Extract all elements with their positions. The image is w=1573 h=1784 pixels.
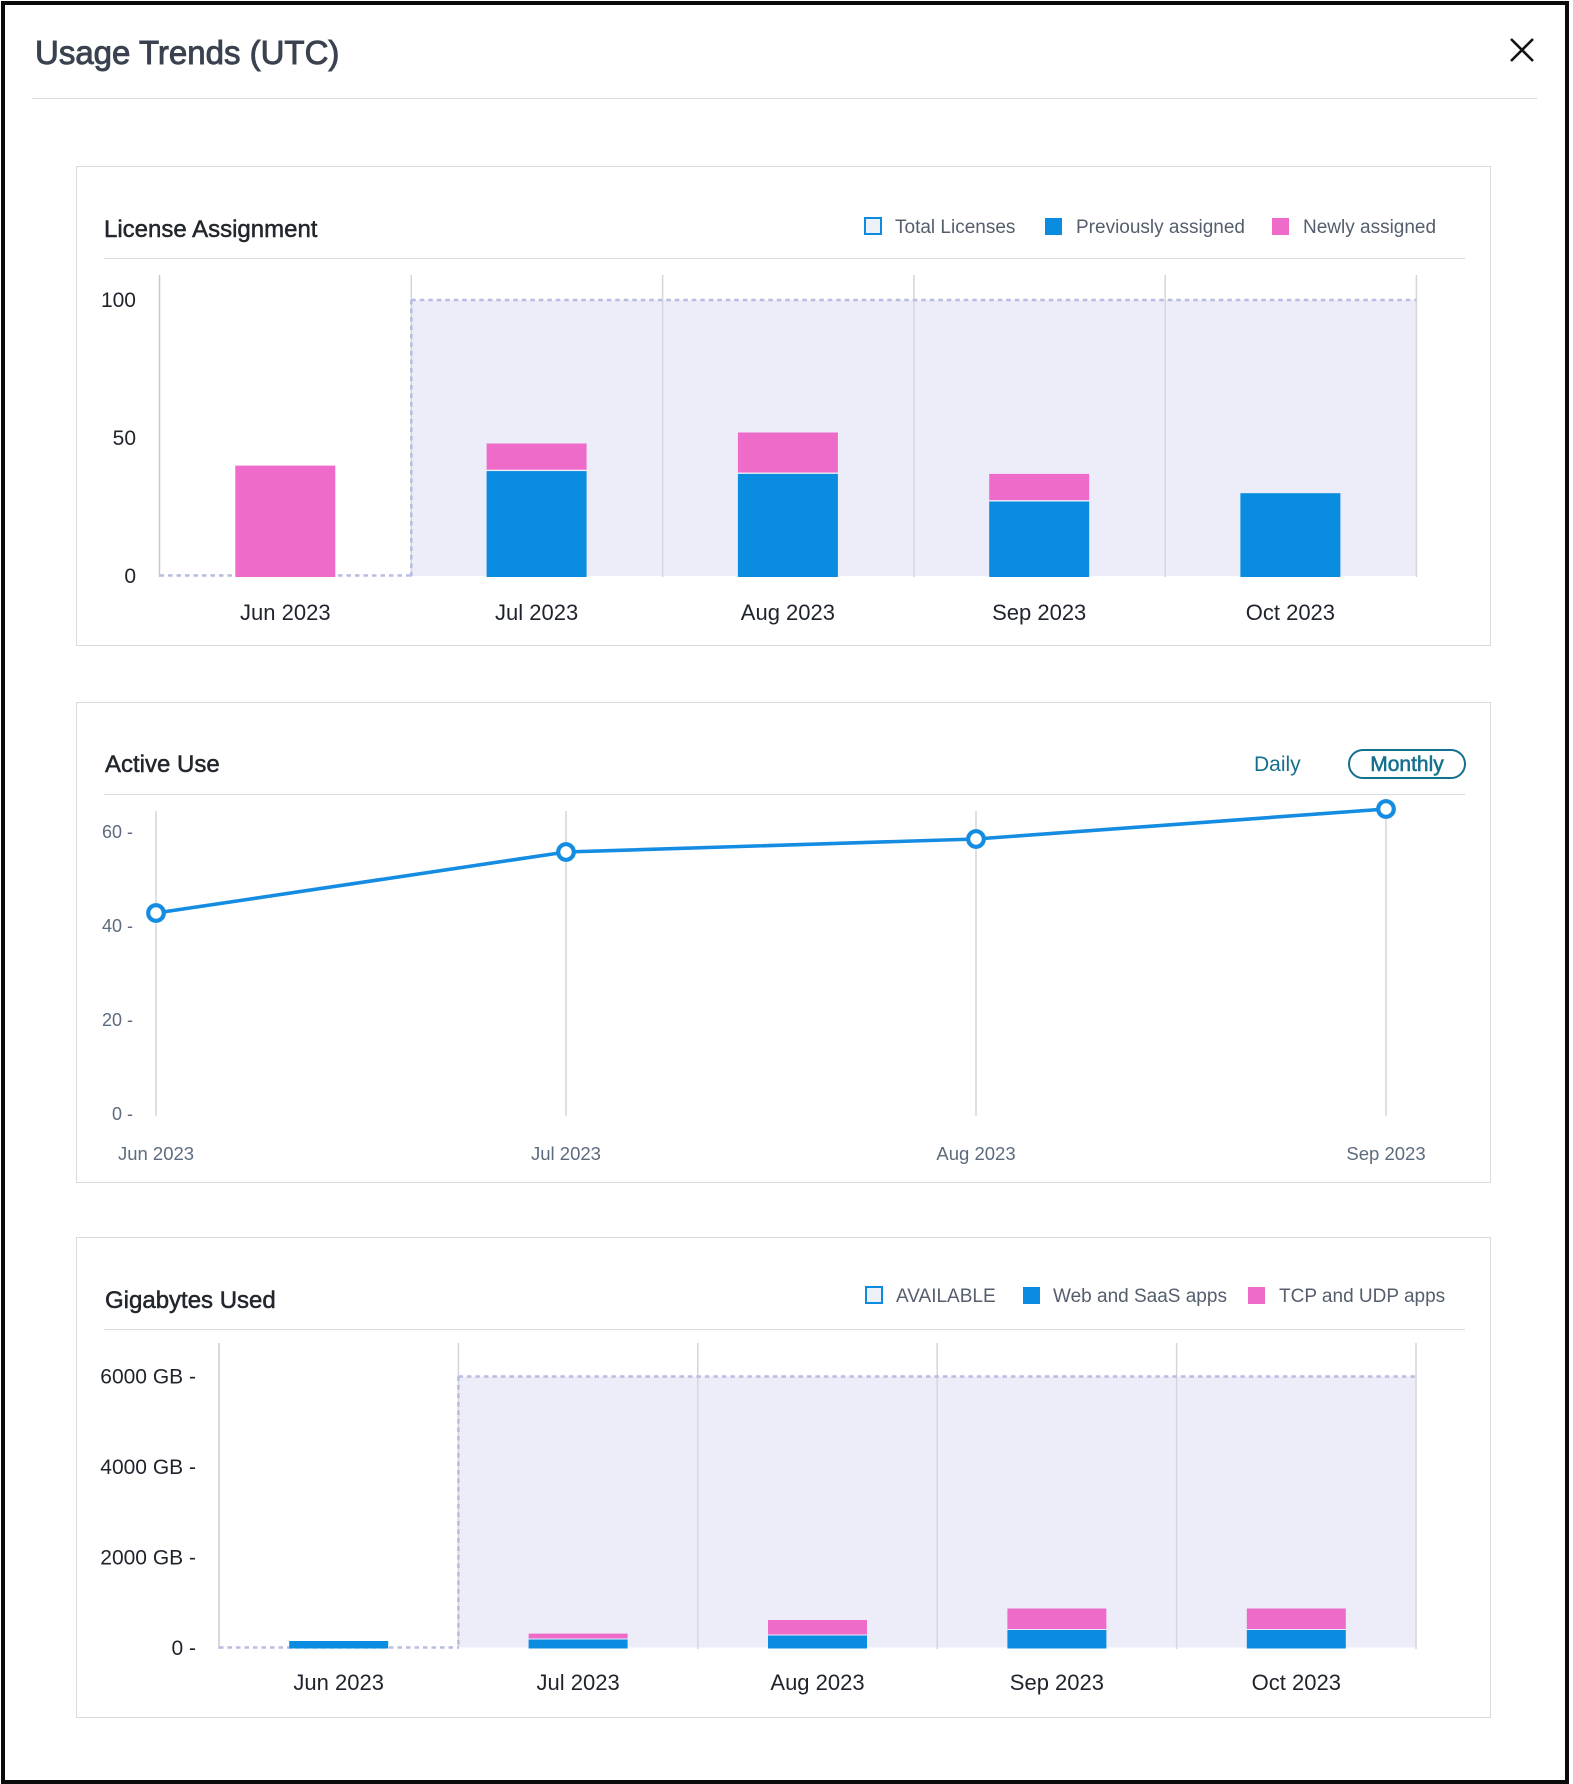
svg-text:60 -: 60 - bbox=[102, 822, 133, 842]
svg-text:Aug 2023: Aug 2023 bbox=[770, 1670, 864, 1695]
svg-text:0: 0 bbox=[124, 565, 136, 588]
svg-text:40 -: 40 - bbox=[102, 916, 133, 936]
svg-text:Total Licenses: Total Licenses bbox=[895, 217, 1015, 238]
svg-text:License Assignment: License Assignment bbox=[104, 216, 318, 243]
svg-text:6000 GB -: 6000 GB - bbox=[100, 1366, 196, 1389]
svg-text:Jul 2023: Jul 2023 bbox=[537, 1670, 620, 1695]
svg-text:100: 100 bbox=[101, 289, 136, 312]
svg-text:0 -: 0 - bbox=[171, 1637, 196, 1660]
svg-text:Jun 2023: Jun 2023 bbox=[293, 1670, 384, 1695]
svg-text:Aug 2023: Aug 2023 bbox=[741, 600, 835, 625]
svg-text:Sep 2023: Sep 2023 bbox=[1010, 1670, 1104, 1695]
svg-text:AVAILABLE: AVAILABLE bbox=[896, 1286, 996, 1307]
svg-text:Gigabytes Used: Gigabytes Used bbox=[105, 1287, 276, 1314]
svg-text:TCP and UDP apps: TCP and UDP apps bbox=[1279, 1286, 1445, 1307]
svg-text:Oct 2023: Oct 2023 bbox=[1246, 600, 1335, 625]
svg-text:Sep 2023: Sep 2023 bbox=[1346, 1143, 1425, 1164]
svg-text:20 -: 20 - bbox=[102, 1010, 133, 1030]
svg-text:4000 GB -: 4000 GB - bbox=[100, 1456, 196, 1479]
svg-text:Active Use: Active Use bbox=[105, 751, 220, 778]
svg-text:Newly assigned: Newly assigned bbox=[1303, 217, 1436, 238]
svg-text:0 -: 0 - bbox=[112, 1104, 133, 1124]
svg-text:Jun 2023: Jun 2023 bbox=[240, 600, 331, 625]
svg-text:2000 GB -: 2000 GB - bbox=[100, 1547, 196, 1570]
svg-text:Jun 2023: Jun 2023 bbox=[118, 1143, 194, 1164]
svg-text:Jul 2023: Jul 2023 bbox=[495, 600, 578, 625]
svg-text:Jul 2023: Jul 2023 bbox=[531, 1143, 601, 1164]
svg-text:Web and SaaS apps: Web and SaaS apps bbox=[1053, 1286, 1227, 1307]
svg-text:Previously assigned: Previously assigned bbox=[1076, 217, 1245, 238]
svg-text:Monthly: Monthly bbox=[1370, 753, 1444, 776]
svg-text:50: 50 bbox=[113, 427, 136, 450]
svg-text:Oct 2023: Oct 2023 bbox=[1252, 1670, 1341, 1695]
svg-text:Daily: Daily bbox=[1254, 753, 1301, 776]
svg-text:Sep 2023: Sep 2023 bbox=[992, 600, 1086, 625]
svg-text:Aug 2023: Aug 2023 bbox=[936, 1143, 1015, 1164]
